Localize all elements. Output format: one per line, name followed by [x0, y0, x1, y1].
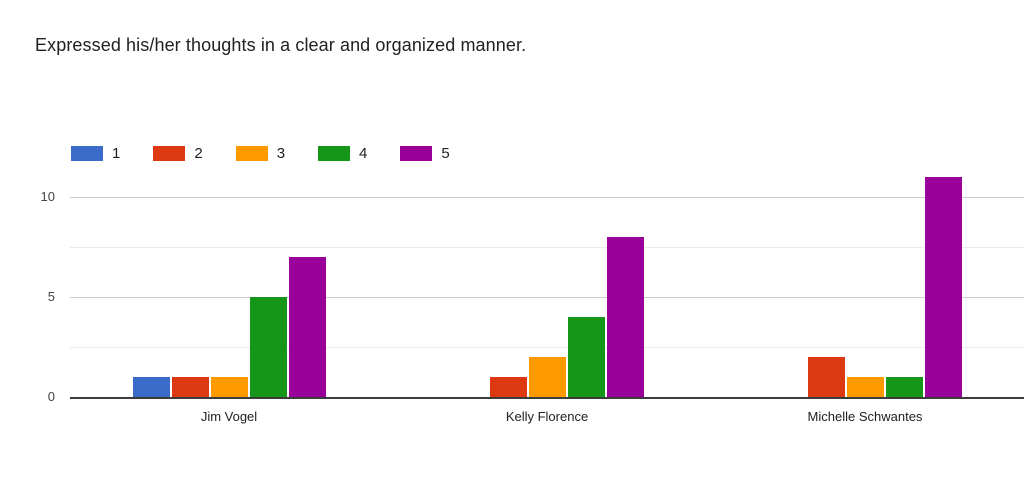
x-axis-category-label: Michelle Schwantes: [807, 409, 923, 424]
bar-4: [885, 377, 923, 397]
bar-2: [489, 377, 527, 397]
bar-group: [70, 170, 388, 397]
legend-item-label: 1: [112, 145, 121, 162]
bar-1: [132, 377, 170, 397]
minor-gridline: [70, 347, 1024, 348]
x-axis-category-label: Jim Vogel: [200, 409, 258, 424]
x-axis-line: [70, 397, 1024, 399]
legend-item-label: 2: [194, 145, 203, 162]
chart-legend: 1 2 3 4 5: [71, 145, 483, 162]
legend-item: 4: [318, 145, 367, 162]
y-axis-tick-label: 10: [40, 189, 55, 204]
bar-3: [210, 377, 248, 397]
legend-swatch: [318, 146, 351, 161]
chart-title: Expressed his/her thoughts in a clear an…: [35, 35, 527, 55]
legend-swatch: [71, 146, 103, 161]
bar-group: [706, 170, 1024, 397]
bar-2: [171, 377, 209, 397]
legend-item: 3: [235, 145, 286, 162]
legend-item-label: 4: [359, 145, 368, 162]
y-axis-tick-label: 5: [47, 289, 55, 304]
x-axis-category-label: Kelly Florence: [505, 409, 589, 424]
legend-item: 5: [400, 145, 450, 162]
bar-4: [249, 297, 287, 397]
major-gridline: [70, 197, 1024, 198]
major-gridline: [70, 297, 1024, 298]
bar-5: [606, 237, 644, 397]
legend-swatch: [235, 146, 268, 161]
legend-item: 2: [153, 145, 203, 162]
legend-swatch: [400, 146, 433, 161]
legend-item: 1: [71, 145, 120, 162]
bar-4: [567, 317, 605, 397]
bar-3: [846, 377, 884, 397]
bar-2: [807, 357, 845, 397]
legend-item-label: 5: [441, 145, 450, 162]
legend-swatch: [153, 146, 186, 161]
bar-3: [528, 357, 566, 397]
bar-group: [388, 170, 706, 397]
bar-5: [924, 177, 962, 397]
minor-gridline: [70, 247, 1024, 248]
bar-5: [288, 257, 326, 397]
legend-item-label: 3: [276, 145, 286, 162]
y-axis-tick-label: 0: [47, 389, 55, 404]
bar-chart-plot-area: 0 5 10 Jim Vogel Kelly Florence Michelle Schw…: [0, 170, 1024, 450]
